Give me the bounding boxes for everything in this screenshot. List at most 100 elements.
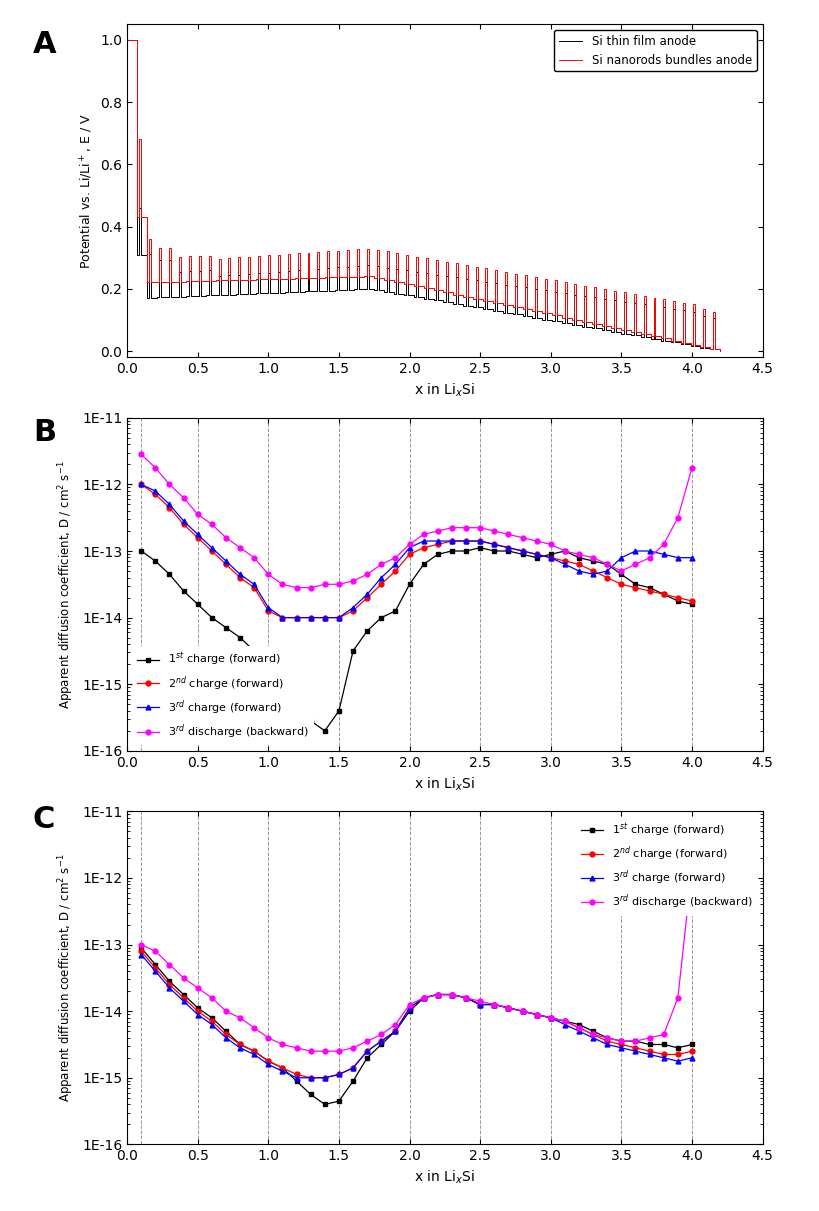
3$^{rd}$ charge (forward) — [545, 550, 555, 564]
3$^{rd}$ charge (forward) — [277, 1064, 287, 1079]
2$^{nd}$ charge (forward) — [587, 564, 597, 579]
3$^{rd}$ discharge (backward) — [305, 580, 315, 595]
3$^{rd}$ discharge (backward) — [517, 1004, 527, 1018]
3$^{rd}$ discharge (backward) — [206, 517, 216, 532]
3$^{rd}$ charge (forward) — [672, 550, 682, 564]
3$^{rd}$ discharge (backward) — [136, 447, 146, 461]
2$^{nd}$ charge (forward) — [644, 584, 654, 598]
1$^{st}$ charge (forward) — [475, 998, 485, 1012]
3$^{rd}$ charge (forward) — [333, 610, 343, 625]
3$^{rd}$ charge (forward) — [165, 497, 174, 511]
2$^{nd}$ charge (forward) — [460, 534, 470, 549]
1$^{st}$ charge (forward) — [319, 723, 329, 737]
2$^{nd}$ charge (forward) — [263, 604, 273, 618]
3$^{rd}$ charge (forward) — [644, 1048, 654, 1062]
1$^{st}$ charge (forward) — [404, 576, 414, 591]
2$^{nd}$ charge (forward) — [376, 1034, 386, 1049]
2$^{nd}$ charge (forward) — [475, 998, 485, 1012]
1$^{st}$ charge (forward) — [319, 1097, 329, 1112]
3$^{rd}$ charge (forward) — [446, 534, 456, 549]
3$^{rd}$ discharge (backward) — [390, 1017, 400, 1032]
3$^{rd}$ charge (forward) — [419, 991, 428, 1005]
1$^{st}$ charge (forward) — [545, 547, 555, 562]
2$^{nd}$ charge (forward) — [376, 576, 386, 591]
3$^{rd}$ discharge (backward) — [192, 507, 202, 522]
2$^{nd}$ charge (forward) — [348, 1061, 358, 1075]
3$^{rd}$ charge (forward) — [263, 1057, 273, 1072]
1$^{st}$ charge (forward) — [489, 544, 499, 558]
2$^{nd}$ charge (forward) — [333, 610, 343, 625]
Si thin film anode — [314, 283, 324, 298]
Si nanorods bundles anode — [233, 272, 243, 287]
2$^{nd}$ charge (forward) — [362, 1044, 372, 1058]
1$^{st}$ charge (forward) — [446, 987, 456, 1001]
3$^{rd}$ discharge (backward) — [630, 557, 640, 572]
2$^{nd}$ charge (forward) — [404, 1000, 414, 1015]
Y-axis label: Potential vs. Li/Li$^+$, E / V: Potential vs. Li/Li$^+$, E / V — [79, 113, 94, 269]
3$^{rd}$ discharge (backward) — [573, 1021, 583, 1035]
2$^{nd}$ charge (forward) — [390, 1025, 400, 1039]
Line: 3$^{rd}$ charge (forward): 3$^{rd}$ charge (forward) — [138, 952, 694, 1080]
1$^{st}$ charge (forward) — [292, 700, 301, 714]
1$^{st}$ charge (forward) — [249, 643, 259, 658]
3$^{rd}$ discharge (backward) — [292, 580, 301, 595]
1$^{st}$ charge (forward) — [559, 544, 569, 558]
Line: 3$^{rd}$ discharge (backward): 3$^{rd}$ discharge (backward) — [138, 452, 694, 590]
3$^{rd}$ discharge (backward) — [630, 1034, 640, 1049]
2$^{nd}$ charge (forward) — [559, 553, 569, 568]
3$^{rd}$ charge (forward) — [559, 557, 569, 572]
3$^{rd}$ charge (forward) — [348, 601, 358, 615]
3$^{rd}$ discharge (backward) — [432, 523, 442, 538]
3$^{rd}$ charge (forward) — [136, 947, 146, 962]
Si thin film anode — [714, 344, 724, 358]
2$^{nd}$ charge (forward) — [263, 1054, 273, 1068]
2$^{nd}$ charge (forward) — [150, 960, 160, 975]
Si nanorods bundles anode — [590, 316, 600, 331]
3$^{rd}$ discharge (backward) — [333, 1044, 343, 1058]
3$^{rd}$ discharge (backward) — [305, 1044, 315, 1058]
3$^{rd}$ discharge (backward) — [277, 576, 287, 591]
3$^{rd}$ charge (forward) — [249, 1048, 259, 1062]
3$^{rd}$ charge (forward) — [206, 540, 216, 555]
3$^{rd}$ charge (forward) — [292, 610, 301, 625]
Line: 1$^{st}$ charge (forward): 1$^{st}$ charge (forward) — [138, 545, 694, 734]
1$^{st}$ charge (forward) — [192, 597, 202, 612]
1$^{st}$ charge (forward) — [404, 1004, 414, 1018]
1$^{st}$ charge (forward) — [333, 704, 343, 718]
1$^{st}$ charge (forward) — [277, 1061, 287, 1075]
1$^{st}$ charge (forward) — [419, 557, 428, 572]
3$^{rd}$ discharge (backward) — [376, 557, 386, 572]
3$^{rd}$ discharge (backward) — [616, 564, 626, 579]
1$^{st}$ charge (forward) — [531, 550, 541, 564]
2$^{nd}$ charge (forward) — [419, 991, 428, 1005]
3$^{rd}$ discharge (backward) — [348, 1040, 358, 1055]
3$^{rd}$ charge (forward) — [249, 576, 259, 591]
3$^{rd}$ discharge (backward) — [192, 981, 202, 995]
3$^{rd}$ charge (forward) — [672, 1054, 682, 1068]
Si thin film anode — [675, 337, 685, 351]
2$^{nd}$ charge (forward) — [235, 570, 245, 585]
2$^{nd}$ charge (forward) — [658, 1048, 667, 1062]
1$^{st}$ charge (forward) — [489, 998, 499, 1012]
2$^{nd}$ charge (forward) — [192, 530, 202, 545]
1$^{st}$ charge (forward) — [630, 576, 640, 591]
3$^{rd}$ discharge (backward) — [249, 1021, 259, 1035]
1$^{st}$ charge (forward) — [475, 540, 485, 555]
1$^{st}$ charge (forward) — [573, 1017, 583, 1032]
3$^{rd}$ charge (forward) — [277, 610, 287, 625]
3$^{rd}$ discharge (backward) — [235, 540, 245, 555]
3$^{rd}$ discharge (backward) — [263, 1031, 273, 1045]
3$^{rd}$ charge (forward) — [587, 1031, 597, 1045]
2$^{nd}$ charge (forward) — [179, 517, 188, 532]
3$^{rd}$ discharge (backward) — [263, 567, 273, 581]
2$^{nd}$ charge (forward) — [277, 1061, 287, 1075]
3$^{rd}$ charge (forward) — [573, 564, 583, 579]
Text: B: B — [33, 418, 56, 447]
3$^{rd}$ discharge (backward) — [686, 460, 696, 475]
1$^{st}$ charge (forward) — [165, 974, 174, 988]
2$^{nd}$ charge (forward) — [545, 1010, 555, 1025]
3$^{rd}$ charge (forward) — [616, 550, 626, 564]
3$^{rd}$ charge (forward) — [503, 540, 513, 555]
3$^{rd}$ charge (forward) — [376, 570, 386, 585]
3$^{rd}$ discharge (backward) — [446, 521, 456, 535]
